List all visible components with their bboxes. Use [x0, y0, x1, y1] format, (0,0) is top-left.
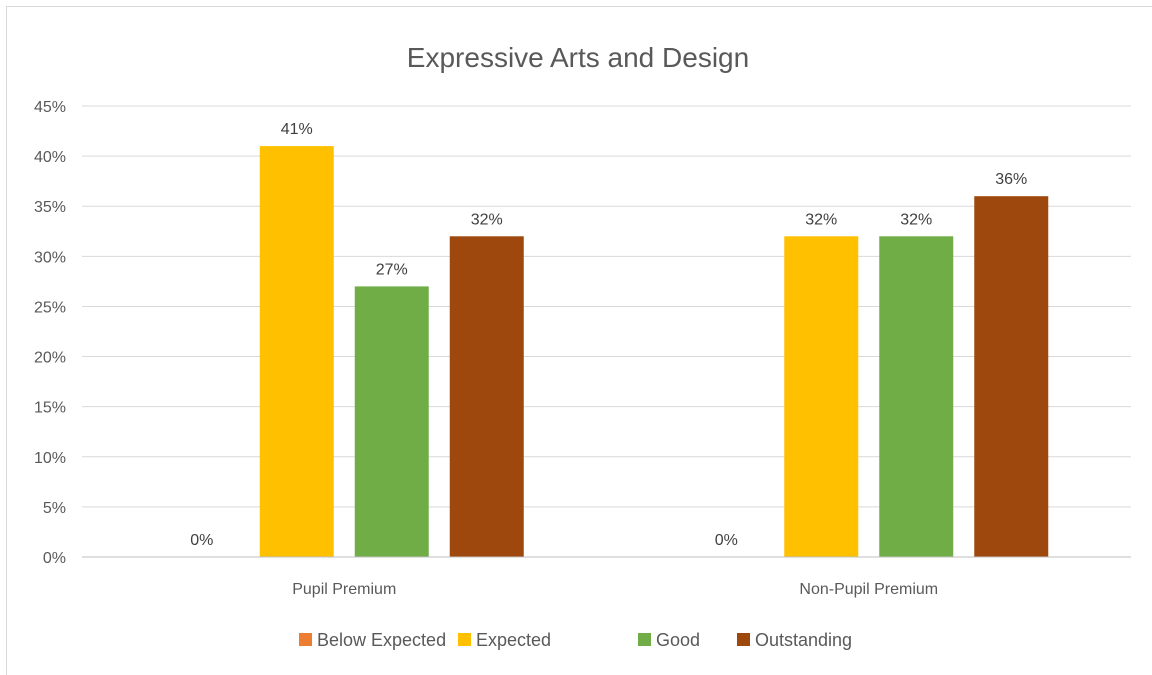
- bar: [879, 236, 954, 558]
- y-tick-label: 10%: [34, 450, 66, 467]
- bar: [784, 236, 859, 558]
- data-label: 36%: [995, 171, 1027, 188]
- data-labels: 0% 41% 27% 32% 0% 32% 32% 36%: [190, 121, 1027, 549]
- data-label: 27%: [376, 261, 408, 278]
- bar: [974, 196, 1049, 557]
- data-label: 32%: [471, 211, 503, 228]
- x-category-label: Non-Pupil Premium: [799, 581, 938, 598]
- data-label: 32%: [900, 211, 932, 228]
- legend-label: Good: [656, 630, 700, 650]
- legend-swatch: [299, 633, 312, 646]
- y-tick-label: 45%: [34, 99, 66, 116]
- y-tick-label: 25%: [34, 299, 66, 316]
- y-axis: 0% 5% 10% 15% 20% 25% 30% 35% 40% 45%: [34, 99, 66, 567]
- bar: [259, 146, 334, 558]
- y-tick-label: 15%: [34, 400, 66, 417]
- bar: [354, 286, 429, 557]
- data-label: 32%: [805, 211, 837, 228]
- legend-label: Outstanding: [755, 630, 852, 650]
- legend-swatch: [638, 633, 651, 646]
- legend: Below Expected Expected Good Outstanding: [299, 630, 852, 650]
- legend-swatch: [737, 633, 750, 646]
- y-tick-label: 0%: [43, 550, 66, 567]
- y-tick-label: 20%: [34, 350, 66, 367]
- data-label: 0%: [715, 532, 738, 549]
- legend-label: Below Expected: [317, 630, 446, 650]
- y-tick-label: 35%: [34, 199, 66, 216]
- chart-frame: [6, 6, 1152, 675]
- data-label: 0%: [190, 532, 213, 549]
- bar: [449, 236, 524, 558]
- gridlines: [82, 105, 1131, 558]
- bars: [259, 146, 1049, 558]
- x-category-label: Pupil Premium: [292, 581, 396, 598]
- data-label: 41%: [281, 121, 313, 138]
- x-axis: Pupil Premium Non-Pupil Premium: [82, 556, 1131, 598]
- y-tick-label: 40%: [34, 149, 66, 166]
- legend-swatch: [458, 633, 471, 646]
- chart-title: Expressive Arts and Design: [407, 42, 749, 73]
- legend-label: Expected: [476, 630, 551, 650]
- y-tick-label: 5%: [43, 500, 66, 517]
- y-tick-label: 30%: [34, 249, 66, 266]
